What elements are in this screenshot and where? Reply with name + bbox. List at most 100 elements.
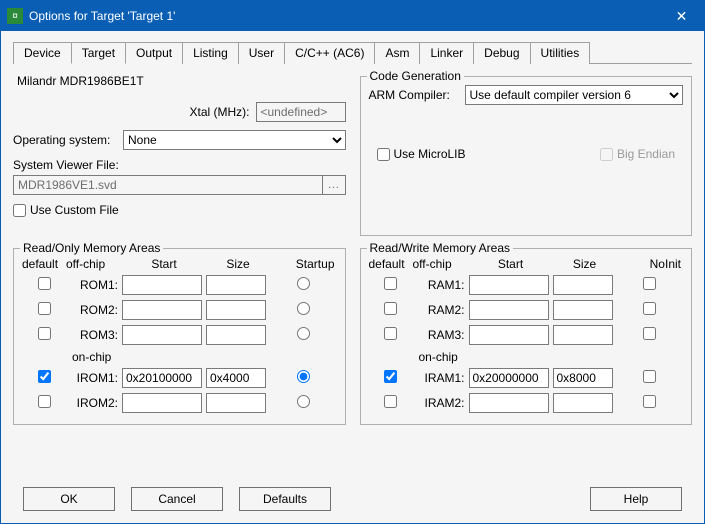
startup-radio[interactable] xyxy=(297,277,310,290)
size-input[interactable] xyxy=(206,393,266,413)
tab-c-c-ac6-[interactable]: C/C++ (AC6) xyxy=(284,42,375,64)
tab-target[interactable]: Target xyxy=(71,42,126,64)
size-input[interactable] xyxy=(553,325,613,345)
mem-row: ROM2: xyxy=(22,300,337,320)
mem-name: IRAM2: xyxy=(413,396,469,410)
start-input[interactable] xyxy=(469,300,549,320)
svd-label: System Viewer File: xyxy=(13,158,346,172)
tab-utilities[interactable]: Utilities xyxy=(530,42,591,64)
mem-name: ROM3: xyxy=(66,328,122,342)
noinit-checkbox[interactable] xyxy=(643,302,656,315)
microlib-label: Use MicroLIB xyxy=(394,147,466,161)
compiler-select[interactable]: Use default compiler version 6 xyxy=(465,85,684,105)
mem-row: RAM2: xyxy=(369,300,684,320)
mem-name: RAM3: xyxy=(413,328,469,342)
mem-name: IROM2: xyxy=(66,396,122,410)
mem-name: IROM1: xyxy=(66,371,122,385)
rom-legend: Read/Only Memory Areas xyxy=(20,241,163,255)
size-input[interactable] xyxy=(553,368,613,388)
ram-group: Read/Write Memory Areas default off-chip… xyxy=(360,248,693,425)
size-input[interactable] xyxy=(553,393,613,413)
mem-name: RAM1: xyxy=(413,278,469,292)
titlebar: ¤ Options for Target 'Target 1' ✕ xyxy=(1,1,704,31)
start-input[interactable] xyxy=(469,325,549,345)
tab-listing[interactable]: Listing xyxy=(182,42,239,64)
mem-row: RAM1: xyxy=(369,275,684,295)
xtal-input[interactable] xyxy=(256,102,346,122)
tab-output[interactable]: Output xyxy=(125,42,183,64)
size-input[interactable] xyxy=(553,275,613,295)
mem-row: IROM2: xyxy=(22,393,337,413)
mem-row: IRAM1: xyxy=(369,368,684,388)
size-input[interactable] xyxy=(553,300,613,320)
right-column: Code Generation ARM Compiler: Use defaul… xyxy=(360,72,693,236)
default-checkbox[interactable] xyxy=(384,327,397,340)
tab-user[interactable]: User xyxy=(238,42,285,64)
default-checkbox[interactable] xyxy=(384,277,397,290)
svd-input[interactable] xyxy=(13,175,323,195)
start-input[interactable] xyxy=(122,368,202,388)
start-input[interactable] xyxy=(122,393,202,413)
default-checkbox[interactable] xyxy=(384,370,397,383)
start-input[interactable] xyxy=(122,325,202,345)
mem-name: ROM1: xyxy=(66,278,122,292)
tab-device[interactable]: Device xyxy=(13,42,72,64)
startup-radio[interactable] xyxy=(297,370,310,383)
cancel-button[interactable]: Cancel xyxy=(131,487,223,511)
mem-name: IRAM1: xyxy=(413,371,469,385)
codegen-legend: Code Generation xyxy=(367,69,464,83)
ram-legend: Read/Write Memory Areas xyxy=(367,241,514,255)
codegen-group: Code Generation ARM Compiler: Use defaul… xyxy=(360,76,693,236)
start-input[interactable] xyxy=(469,275,549,295)
microlib-checkbox[interactable] xyxy=(377,148,390,161)
dialog-window: ¤ Options for Target 'Target 1' ✕ Device… xyxy=(0,0,705,524)
startup-radio[interactable] xyxy=(297,302,310,315)
tab-debug[interactable]: Debug xyxy=(473,42,530,64)
mem-name: RAM2: xyxy=(413,303,469,317)
size-input[interactable] xyxy=(206,275,266,295)
ok-button[interactable]: OK xyxy=(23,487,115,511)
tab-asm[interactable]: Asm xyxy=(374,42,420,64)
default-checkbox[interactable] xyxy=(38,277,51,290)
use-custom-file-checkbox[interactable] xyxy=(13,204,26,217)
noinit-checkbox[interactable] xyxy=(643,370,656,383)
os-label: Operating system: xyxy=(13,133,123,147)
start-input[interactable] xyxy=(122,300,202,320)
close-button[interactable]: ✕ xyxy=(659,1,704,31)
start-input[interactable] xyxy=(122,275,202,295)
default-checkbox[interactable] xyxy=(38,327,51,340)
bigendian-checkbox xyxy=(600,148,613,161)
use-custom-file-label: Use Custom File xyxy=(30,203,119,217)
default-checkbox[interactable] xyxy=(38,395,51,408)
noinit-checkbox[interactable] xyxy=(643,395,656,408)
mem-row: ROM1: xyxy=(22,275,337,295)
mem-row: IROM1: xyxy=(22,368,337,388)
startup-radio[interactable] xyxy=(297,395,310,408)
noinit-checkbox[interactable] xyxy=(643,327,656,340)
default-checkbox[interactable] xyxy=(38,302,51,315)
os-select[interactable]: None xyxy=(123,130,346,150)
startup-radio[interactable] xyxy=(297,327,310,340)
mem-name: ROM2: xyxy=(66,303,122,317)
defaults-button[interactable]: Defaults xyxy=(239,487,331,511)
size-input[interactable] xyxy=(206,325,266,345)
default-checkbox[interactable] xyxy=(384,395,397,408)
compiler-label: ARM Compiler: xyxy=(369,88,465,102)
mem-row: IRAM2: xyxy=(369,393,684,413)
noinit-checkbox[interactable] xyxy=(643,277,656,290)
device-name: Milandr MDR1986BE1T xyxy=(17,74,346,88)
button-bar: OK Cancel Defaults Help xyxy=(13,477,692,515)
start-input[interactable] xyxy=(469,393,549,413)
start-input[interactable] xyxy=(469,368,549,388)
svd-browse-button[interactable]: … xyxy=(322,175,346,195)
default-checkbox[interactable] xyxy=(38,370,51,383)
size-input[interactable] xyxy=(206,300,266,320)
default-checkbox[interactable] xyxy=(384,302,397,315)
help-button[interactable]: Help xyxy=(590,487,682,511)
tab-linker[interactable]: Linker xyxy=(419,42,474,64)
window-title: Options for Target 'Target 1' xyxy=(29,9,659,23)
onchip-label: on-chip xyxy=(22,350,337,364)
size-input[interactable] xyxy=(206,368,266,388)
bigendian-label: Big Endian xyxy=(617,147,675,161)
ram-header: default off-chip Start Size NoInit xyxy=(369,257,684,271)
